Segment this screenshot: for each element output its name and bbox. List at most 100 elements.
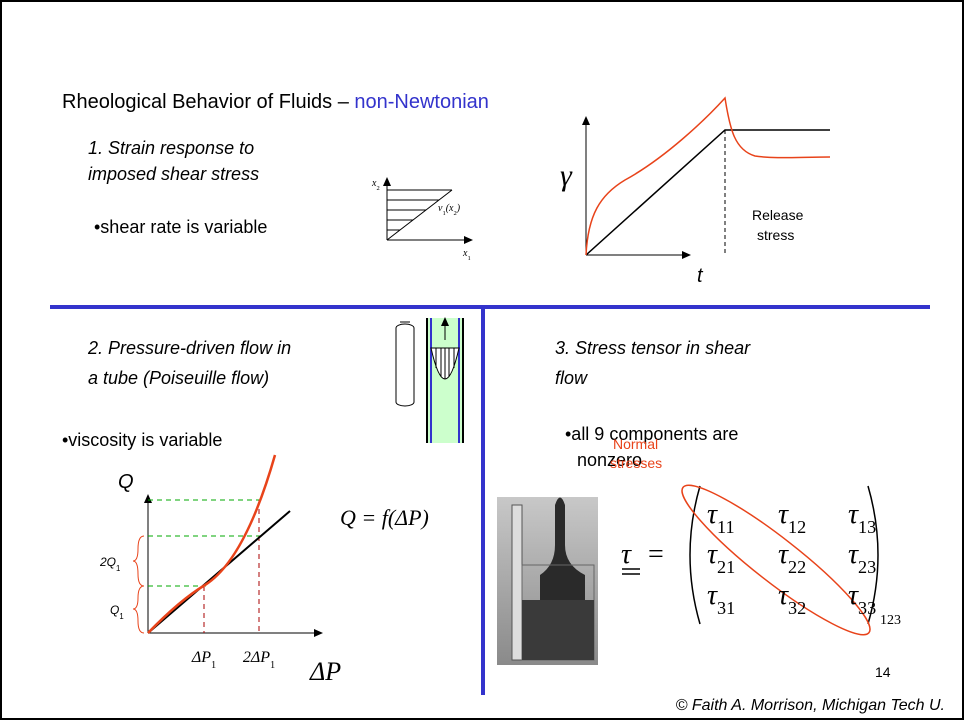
subscript: 1 [211,660,216,671]
text-run: •shear rate is variable [94,217,267,237]
text-run: x [462,248,468,259]
heading: 3. Stress tensor in shear [555,338,751,358]
text-run: stresses [610,455,662,471]
page-number: 14 [875,664,891,680]
text-run: τ [707,539,718,570]
text-run: •all 9 components are [565,424,738,444]
text-run: Q [110,603,119,617]
axis-mark: 2Q1 [99,555,120,573]
text-run: nonzero [577,450,642,470]
subscript: 1 [442,210,445,217]
subscript: 13 [858,517,876,537]
tube-icons [395,317,464,443]
text-run: 123 [880,613,901,628]
text-run: Release [752,207,804,223]
text-run: non-Newtonian [354,91,489,113]
photo [497,497,598,665]
text-run: x [371,178,377,189]
subscript: 33 [858,598,876,618]
axis-label: Q [118,471,134,493]
subscript: 12 [788,517,806,537]
tensor-symbol: τ [621,539,632,570]
axis-label: x1 [462,248,471,262]
text-run: γ [560,159,573,192]
velocity-label: v1(x2) [438,203,461,217]
text-run: Rheological Behavior of Fluids – [62,91,354,113]
bullet: •all 9 components are [565,424,738,444]
text-run: τ [778,539,789,570]
text-run: τ [848,499,859,530]
text-run: 2ΔP [243,649,270,666]
text-run: Normal [613,436,658,452]
text-run: ) [456,203,461,214]
shear-sketch [383,177,473,244]
text-run: 1. Strain response to [88,138,254,158]
subscript: 2 [376,185,379,192]
text-run: τ [707,499,718,530]
tensor-entry: τ22 [778,539,806,577]
annotation: stresses [610,455,662,471]
text-run: τ [848,580,859,611]
text-run: 14 [875,664,891,680]
text-run: •viscosity is variable [62,430,222,450]
subscript: 1 [119,612,123,621]
subscript: 1 [116,564,120,573]
heading: flow [555,368,588,388]
subscript: 11 [717,517,735,537]
axis-mark: ΔP1 [191,649,216,671]
tensor-entry: τ11 [707,499,735,537]
text-run: ΔP [191,649,211,666]
text-run: 3. Stress tensor in shear [555,338,751,358]
slide-title: Rheological Behavior of Fluids – non-New… [62,91,489,113]
text-run: stress [757,227,794,243]
tensor-decor [622,484,879,636]
tensor-entry: τ23 [848,539,876,577]
heading: 1. Strain response to [88,138,254,158]
bullet: nonzero [577,450,642,470]
text-run: = [648,539,664,570]
text-run: v [438,203,443,214]
axis-mark: 2ΔP1 [243,649,275,671]
text-run: 2. Pressure-driven flow in [87,338,291,358]
text-run: Q = f(ΔP) [340,505,429,530]
text-run: τ [707,580,718,611]
subscript: 2 [453,210,456,217]
equals-sign: = [648,539,664,570]
tensor-entry: τ33 [848,580,876,618]
axis-label: t [697,265,704,287]
text-run: flow [555,368,588,388]
text-run: τ [848,539,859,570]
strain-chart [582,96,831,259]
text-run: Q [118,471,134,493]
bullet: •shear rate is variable [94,217,267,237]
text-run: τ [621,539,632,570]
text-run: 2Q [99,555,116,569]
annotation: stress [757,227,794,243]
flow-chart [132,454,323,637]
heading: imposed shear stress [88,164,259,184]
text-run: τ [778,580,789,611]
text-run: imposed shear stress [88,164,259,184]
basis-label: 123 [880,613,901,628]
subscript: 21 [717,557,735,577]
tensor-entry: τ13 [848,499,876,537]
subscript: 32 [788,598,806,618]
heading: a tube (Poiseuille flow) [88,368,269,388]
heading: 2. Pressure-driven flow in [87,338,291,358]
subscript: 31 [717,598,735,618]
axis-label: γ [560,159,573,192]
text-run: t [697,265,704,287]
subscript: 23 [858,557,876,577]
text-run: (x [446,203,454,214]
tensor-entry: τ32 [778,580,806,618]
tensor-entry: τ31 [707,580,735,618]
text-run: a tube (Poiseuille flow) [88,368,269,388]
annotation: Normal [613,436,658,452]
tensor-entry: τ12 [778,499,806,537]
annotation: Release [752,207,804,223]
text-run: ΔP [309,657,341,686]
subscript: 22 [788,557,806,577]
equation: Q = f(ΔP) [340,505,429,530]
